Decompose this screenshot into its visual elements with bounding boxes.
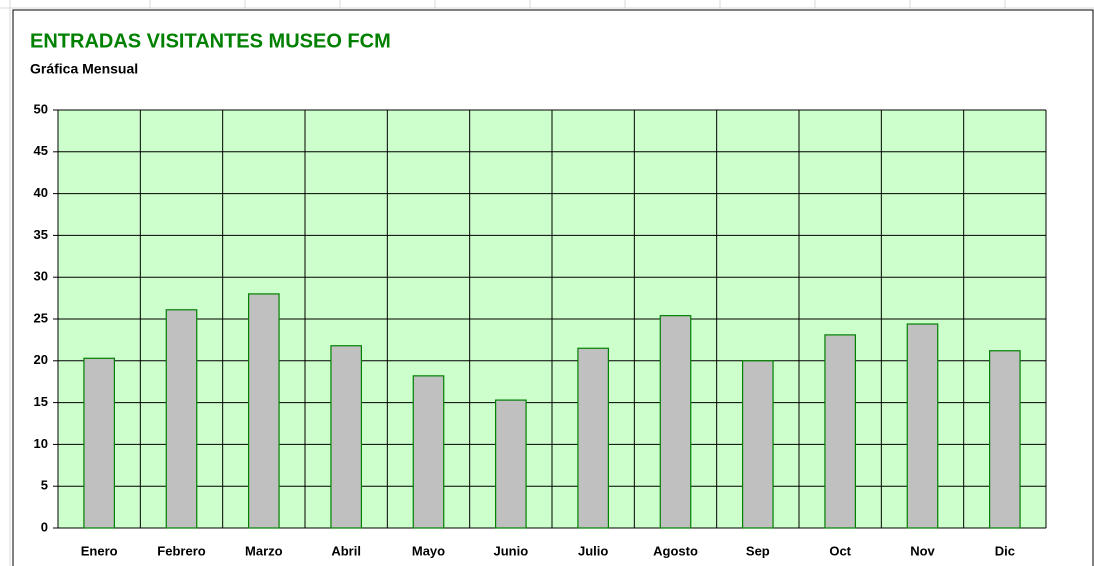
y-tick-label: 5 (41, 478, 48, 493)
x-tick-label: Marzo (245, 543, 283, 558)
bar (83, 357, 115, 529)
x-tick-label: Nov (910, 543, 935, 558)
x-tick-label: Febrero (157, 543, 205, 558)
chart-subtitle: Gráfica Mensual (30, 61, 138, 77)
bar (330, 345, 362, 529)
bar (906, 323, 939, 529)
y-tick-label: 35 (34, 227, 48, 242)
x-tick-label: Dic (995, 543, 1015, 558)
bar (248, 293, 280, 529)
x-tick-label: Julio (578, 543, 608, 558)
x-tick-label: Enero (81, 543, 118, 558)
bar (495, 399, 527, 529)
y-tick-label: 20 (34, 352, 48, 367)
bar (659, 315, 692, 529)
chart-title: ENTRADAS VISITANTES MUSEO FCM (30, 30, 391, 52)
x-tick-label: Sep (746, 543, 770, 558)
y-tick-label: 30 (34, 269, 48, 284)
bar (824, 334, 856, 529)
x-tick-label: Junio (493, 543, 528, 558)
x-tick-label: Agosto (653, 543, 698, 558)
y-tick-label: 0 (41, 519, 48, 534)
x-tick-label: Abril (331, 543, 361, 558)
y-tick-label: 25 (34, 310, 48, 325)
y-tick-label: 45 (34, 143, 48, 158)
x-tick-label: Mayo (412, 543, 445, 558)
bar (742, 360, 774, 529)
y-tick-label: 50 (34, 101, 48, 116)
y-tick-label: 40 (34, 185, 48, 200)
bar (989, 350, 1021, 529)
bar (577, 347, 609, 529)
y-tick-label: 10 (34, 436, 48, 451)
y-tick-label: 15 (34, 394, 48, 409)
bar (412, 375, 445, 529)
bar (165, 309, 198, 529)
x-tick-label: Oct (829, 543, 851, 558)
